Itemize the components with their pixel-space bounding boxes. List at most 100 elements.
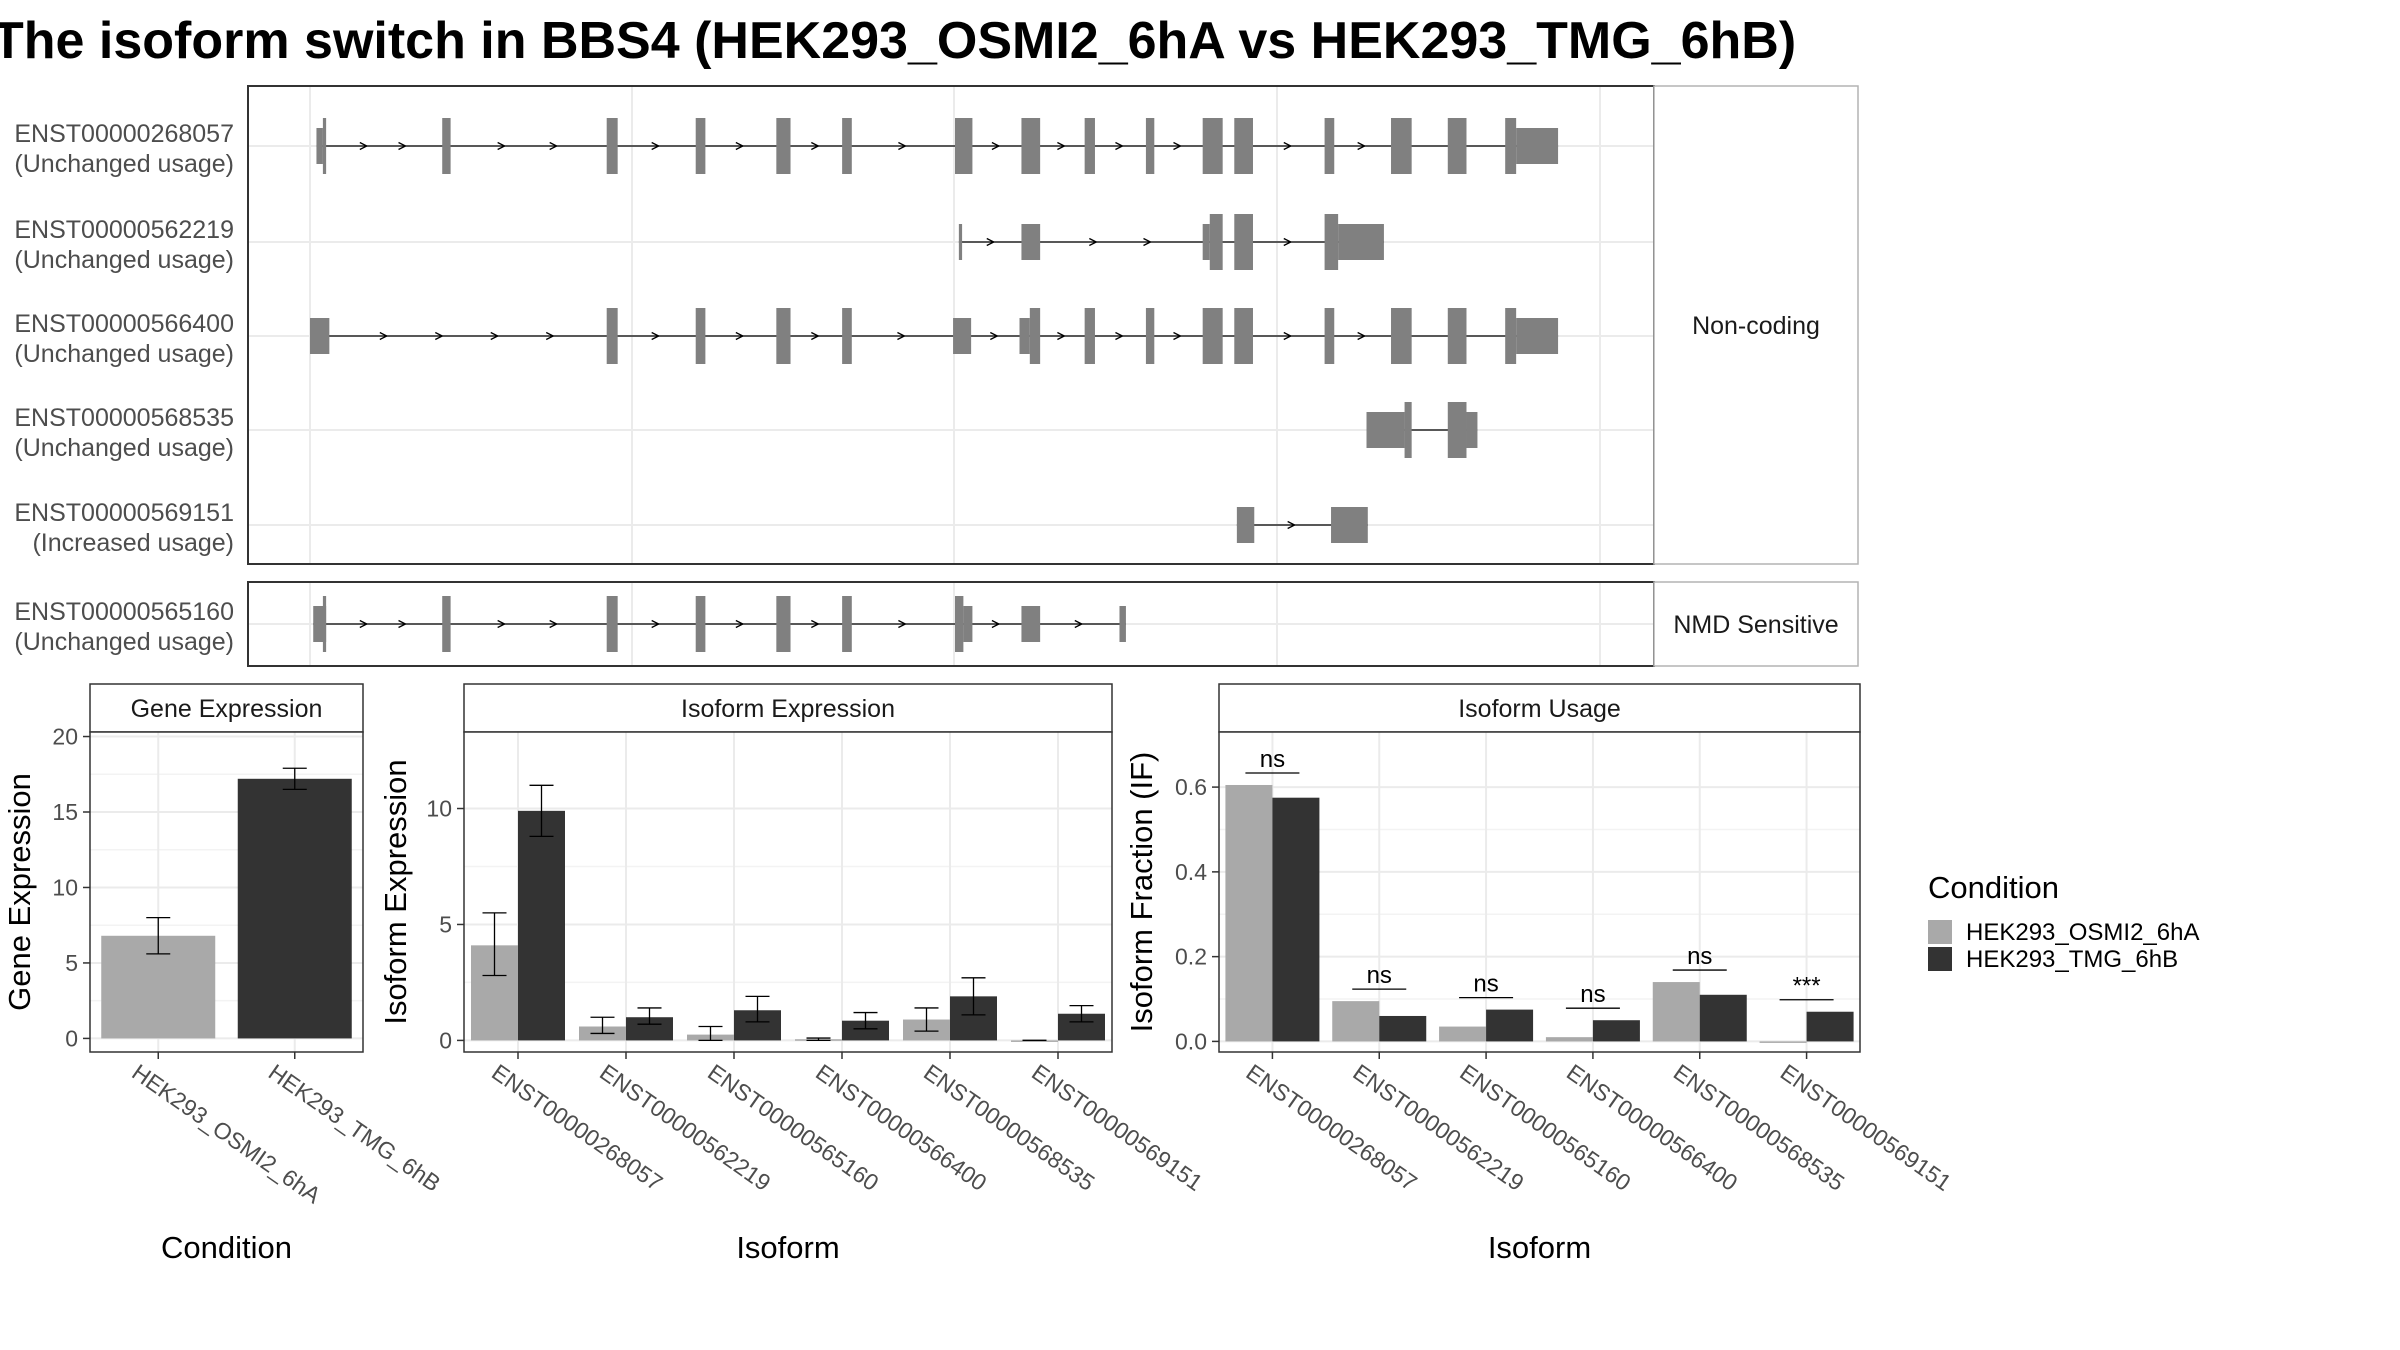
bar <box>1332 1001 1380 1042</box>
strand-arrow <box>811 619 820 629</box>
exon <box>776 308 791 364</box>
exon <box>958 224 963 260</box>
exon <box>442 596 451 652</box>
legend-label: HEK293_TMG_6hB <box>1966 946 2178 973</box>
x-axis-title: Isoform <box>736 1230 839 1265</box>
strand-arrow <box>1074 619 1084 629</box>
exon <box>1338 224 1384 260</box>
strand-arrow <box>1173 331 1182 341</box>
strand-arrow <box>651 331 661 341</box>
facet-strip-nmd <box>1653 581 1859 667</box>
plot-border <box>1218 731 1861 1053</box>
isoform-expression-panel: Isoform Expression0510ENST00000268057ENS… <box>378 683 1208 1265</box>
strand-arrow <box>359 141 369 151</box>
bar <box>518 810 565 1041</box>
y-tick-label: 0 <box>65 1025 78 1051</box>
strand-arrow <box>735 331 745 341</box>
y-tick-label: 15 <box>52 799 78 825</box>
exon <box>1447 118 1467 174</box>
exon <box>842 308 852 364</box>
exon <box>953 318 972 354</box>
panel-title: Isoform Usage <box>1458 695 1621 723</box>
y-axis-title: Isoform Fraction (IF) <box>1124 752 1159 1033</box>
exon <box>1021 118 1041 174</box>
strand-arrow <box>1283 331 1293 341</box>
strand-arrow <box>1115 141 1124 151</box>
bar <box>1545 1037 1593 1042</box>
exon <box>606 308 618 364</box>
bar <box>1272 797 1320 1042</box>
transcript-usage-label: (Unchanged usage) <box>14 150 234 178</box>
transcript-model <box>958 214 1384 270</box>
facet-strip-noncoding <box>1653 85 1859 565</box>
strand-arrow <box>1115 331 1124 341</box>
strand-arrow <box>1357 331 1367 341</box>
strand-arrow <box>735 619 745 629</box>
x-tick-label: ENST00000569151 <box>1776 1059 1956 1196</box>
exon <box>955 118 973 174</box>
transcript-usage-label: (Unchanged usage) <box>14 628 234 656</box>
y-tick-label: 5 <box>439 911 452 937</box>
exon <box>776 118 791 174</box>
exon <box>1202 118 1223 174</box>
strand-arrow <box>359 619 369 629</box>
x-tick-label: ENST00000562219 <box>1348 1059 1528 1196</box>
strand-arrow <box>1283 141 1293 151</box>
exon <box>695 118 706 174</box>
transcript-id-label: ENST00000268057 <box>14 120 234 148</box>
bar <box>1379 1015 1427 1042</box>
exon <box>1331 507 1368 543</box>
facet-label-noncoding: Non-coding <box>1692 312 1820 340</box>
strand-arrow <box>1287 520 1297 530</box>
exon <box>606 596 618 652</box>
significance-label: ns <box>1473 971 1498 998</box>
exon <box>1324 308 1335 364</box>
y-axis-title: Gene Expression <box>2 773 37 1011</box>
bar <box>1759 1041 1807 1043</box>
strand-arrow <box>1143 237 1152 247</box>
strand-arrow <box>1057 141 1066 151</box>
plot-bg <box>464 732 1112 1052</box>
bar <box>1592 1020 1640 1042</box>
exon <box>1234 118 1253 174</box>
exon <box>1084 118 1095 174</box>
strand-arrow <box>490 331 500 341</box>
exon <box>310 318 330 354</box>
exon <box>1119 606 1126 642</box>
transcript-usage-label: (Unchanged usage) <box>14 434 234 462</box>
y-axis-title: Isoform Expression <box>378 759 413 1024</box>
transcript-model <box>1236 507 1368 543</box>
transcript-model <box>313 596 1126 652</box>
transcript-id-label: ENST00000562219 <box>14 216 234 244</box>
strand-arrow <box>497 141 507 151</box>
significance-label: ns <box>1580 981 1605 1008</box>
exon <box>1391 308 1412 364</box>
transcript-model <box>1366 402 1478 458</box>
exon <box>1019 318 1030 354</box>
strand-arrow <box>811 141 820 151</box>
exon <box>1145 118 1155 174</box>
y-tick-label: 0.6 <box>1175 774 1207 800</box>
strand-arrow <box>990 331 999 341</box>
strand-arrow <box>898 141 907 151</box>
legend-swatch <box>1928 920 1952 944</box>
exon <box>1447 308 1467 364</box>
strand-arrow <box>986 237 996 247</box>
transcript-model <box>310 308 1559 364</box>
exon <box>776 596 791 652</box>
transcript-usage-label: (Unchanged usage) <box>14 246 234 274</box>
x-tick-label: ENST00000566400 <box>1562 1059 1742 1196</box>
exon <box>1404 402 1412 458</box>
strand-arrow <box>549 619 559 629</box>
significance-label: *** <box>1793 973 1821 1000</box>
strand-arrow <box>497 619 507 629</box>
exon <box>1447 402 1467 458</box>
transcript-id-label: ENST00000566400 <box>14 310 234 338</box>
exon <box>1234 214 1253 270</box>
exon <box>1021 224 1041 260</box>
bar <box>1225 784 1273 1042</box>
legend-title: Condition <box>1928 870 2059 905</box>
transcript-id-label: ENST00000568535 <box>14 404 234 432</box>
